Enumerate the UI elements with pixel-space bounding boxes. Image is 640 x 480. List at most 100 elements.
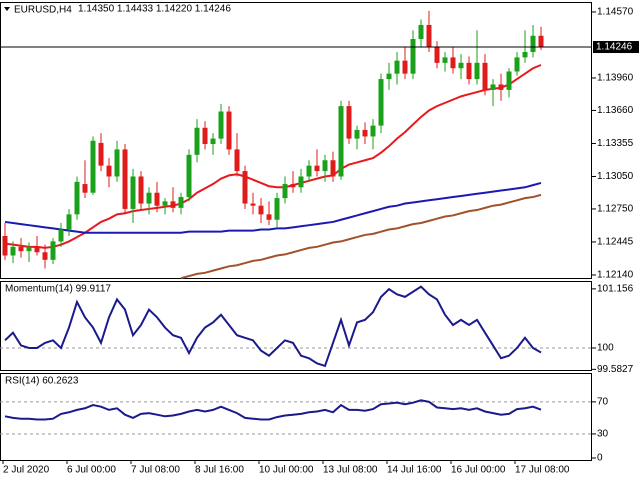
candle-body <box>426 24 432 47</box>
candle-body <box>506 71 512 90</box>
candle-body <box>498 84 504 90</box>
candle-body <box>50 241 56 260</box>
candle-body <box>250 203 256 206</box>
candle-body <box>186 154 192 198</box>
candle-body <box>538 35 544 48</box>
candle-body <box>418 24 424 40</box>
x-tick-label: 14 Jul 16:00 <box>387 465 442 476</box>
y-tick-label: 1.13660 <box>597 105 634 116</box>
y-tick-label: 1.12750 <box>597 204 634 215</box>
panel-frame <box>0 2 592 279</box>
candle-body <box>522 52 528 58</box>
candle-body <box>122 149 128 209</box>
x-tick-label: 17 Jul 08:00 <box>515 465 570 476</box>
candle-body <box>242 171 248 204</box>
candle-body <box>170 201 176 208</box>
moving-average <box>180 193 542 280</box>
candle-body <box>234 149 240 172</box>
candle-body <box>378 79 384 126</box>
candle-body <box>18 246 24 252</box>
chart-info: 1.14350 1.14433 1.14220 1.14246 <box>78 4 231 15</box>
price-label: 1.14246 <box>596 42 633 53</box>
candle-body <box>354 129 360 139</box>
candle-body <box>26 246 32 252</box>
candle-body <box>202 127 208 145</box>
candle-body <box>42 252 48 260</box>
candle-body <box>162 201 168 206</box>
candle-body <box>490 84 496 90</box>
y-tick-label: 1.13050 <box>597 171 634 182</box>
y-tick-label: 1.14570 <box>597 7 634 18</box>
panel-frame <box>0 373 592 461</box>
candle-body <box>218 111 224 139</box>
candle-body <box>66 214 72 230</box>
candle-body <box>2 236 8 256</box>
panel-title: EURUSD,H4 <box>14 5 72 16</box>
y-tick-label: 1.12445 <box>597 237 634 248</box>
candle-body <box>130 176 136 209</box>
candle-body <box>298 176 304 188</box>
moving-average <box>4 64 542 249</box>
moving-average <box>4 182 542 234</box>
y-tick-label: 1.13960 <box>597 73 634 84</box>
candle-body <box>10 246 16 256</box>
candle-body <box>394 60 400 74</box>
panel-frame <box>0 281 592 371</box>
candle-body <box>306 165 312 177</box>
candle-body <box>154 192 160 206</box>
candle-body <box>330 160 336 177</box>
panel-title: Momentum(14) 99.9117 <box>5 284 111 295</box>
candle-body <box>474 62 480 80</box>
candle-body <box>442 57 448 63</box>
candle-body <box>258 205 264 215</box>
candle-body <box>146 192 152 204</box>
candle-body <box>282 184 288 199</box>
candle-body <box>210 138 216 145</box>
candle-body <box>410 39 416 74</box>
indicator-line <box>4 285 542 368</box>
price-box <box>593 41 639 54</box>
x-tick-label: 2 Jul 2020 <box>3 465 50 476</box>
candle-body <box>450 57 456 69</box>
y-tick-label: 30 <box>597 429 609 440</box>
candle-body <box>314 165 320 172</box>
candle-body <box>138 176 144 204</box>
y-tick-label: 0 <box>597 453 603 464</box>
candle-body <box>402 60 408 74</box>
candle-body <box>434 46 440 63</box>
candle-body <box>274 198 280 220</box>
candle-body <box>466 62 472 80</box>
y-tick-label: 99.5827 <box>597 364 634 375</box>
candle-body <box>114 149 120 177</box>
candle-body <box>322 160 328 172</box>
menu-arrow[interactable] <box>4 7 10 11</box>
candle-body <box>386 73 392 80</box>
panel-title: RSI(14) 60.2623 <box>5 376 79 387</box>
y-tick-label: 1.13355 <box>597 138 634 149</box>
candle-body <box>58 229 64 242</box>
candle-body <box>370 125 376 137</box>
candle-body <box>338 106 344 177</box>
x-tick-label: 7 Jul 08:00 <box>131 465 180 476</box>
candle-body <box>266 214 272 220</box>
y-tick-label: 101.156 <box>597 284 634 295</box>
candle-body <box>98 142 104 166</box>
candle-body <box>226 111 232 150</box>
candle-body <box>90 140 96 193</box>
candle-body <box>514 57 520 72</box>
candle-body <box>34 246 40 253</box>
candle-body <box>106 165 112 177</box>
x-tick-label: 6 Jul 00:00 <box>67 465 116 476</box>
candle-body <box>458 62 464 69</box>
y-tick-label: 70 <box>597 397 609 408</box>
candle-body <box>194 127 200 155</box>
candle-body <box>290 184 296 188</box>
x-tick-label: 8 Jul 16:00 <box>195 465 244 476</box>
candle-body <box>346 106 352 139</box>
x-tick-label: 10 Jul 00:00 <box>259 465 314 476</box>
x-tick-label: 13 Jul 08:00 <box>323 465 378 476</box>
candle-body <box>82 184 88 193</box>
